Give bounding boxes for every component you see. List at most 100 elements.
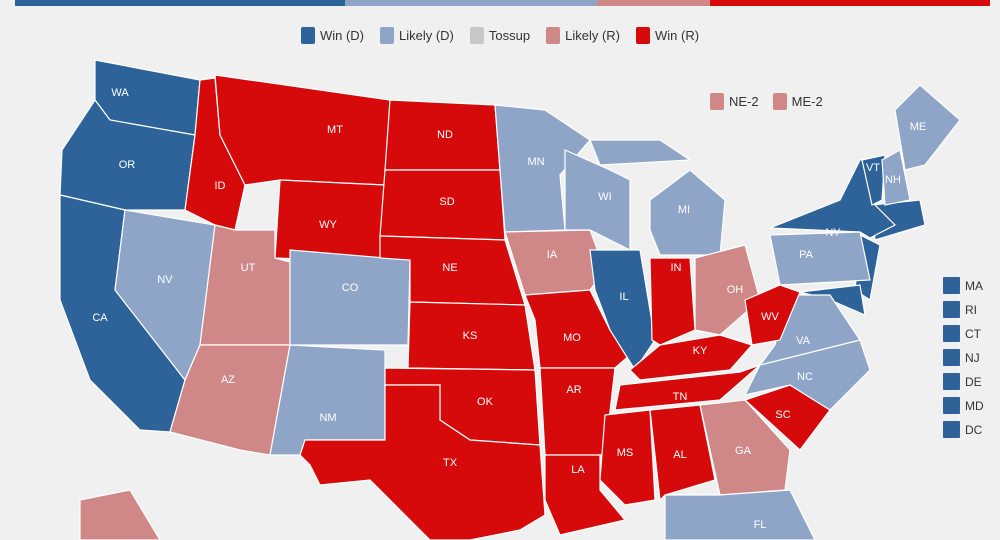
small-state-item: RI xyxy=(943,301,984,318)
legend-label: Likely (R) xyxy=(565,28,620,43)
state-label: OK xyxy=(477,396,494,408)
state-label: ND xyxy=(437,129,453,141)
state-label: MN xyxy=(527,156,544,168)
color-swatch xyxy=(943,421,960,438)
state-label: VA xyxy=(796,335,811,347)
state-label: UT xyxy=(241,262,256,274)
color-swatch xyxy=(772,93,787,110)
state-nm[interactable] xyxy=(269,344,386,456)
bar-segment-win_r xyxy=(710,0,990,6)
state-mo[interactable] xyxy=(524,289,631,369)
state-nh[interactable] xyxy=(881,149,911,206)
color-swatch xyxy=(943,373,960,390)
state-ia[interactable] xyxy=(504,229,606,296)
state-label: MT xyxy=(327,124,343,136)
state-tx[interactable] xyxy=(299,384,546,540)
state-label: AZ xyxy=(221,374,235,386)
state-vt[interactable] xyxy=(861,154,886,206)
state-label: OH xyxy=(727,284,744,296)
state-label: GA xyxy=(735,445,752,457)
state-label: AL xyxy=(673,449,686,461)
state-ny[interactable] xyxy=(769,157,897,239)
state-oh[interactable] xyxy=(694,244,761,336)
color-swatch xyxy=(943,325,960,342)
small-state-label: MA xyxy=(965,278,983,293)
color-swatch xyxy=(710,93,724,110)
state-label: CO xyxy=(342,282,359,294)
state-label: ME xyxy=(910,121,927,133)
small-states-legend: MA RI CT NJ DE MD DC xyxy=(943,277,984,438)
small-state-label: DC xyxy=(965,422,983,437)
state-label: NV xyxy=(157,274,173,286)
state-me[interactable] xyxy=(894,84,961,171)
state-tn[interactable] xyxy=(614,364,761,411)
state-label: VT xyxy=(866,162,880,174)
alaska-partial[interactable] xyxy=(79,489,161,540)
state-label: MO xyxy=(563,332,581,344)
bar-segment-likely_d xyxy=(344,0,598,6)
small-state-item: CT xyxy=(943,325,984,342)
state-label: KY xyxy=(693,345,708,357)
state-mt[interactable] xyxy=(214,74,391,186)
legend-item: Likely (R) xyxy=(546,27,620,44)
state-label: NC xyxy=(797,371,813,383)
state-label: MI xyxy=(678,204,690,216)
state-al[interactable] xyxy=(649,404,716,502)
small-state-label: NJ xyxy=(965,350,980,365)
color-swatch xyxy=(636,27,650,44)
color-swatch xyxy=(943,349,960,366)
state-label: NM xyxy=(319,412,336,424)
state-pa[interactable] xyxy=(769,231,871,286)
district-item: ME-2 xyxy=(772,93,823,110)
district-legend: NE-2 ME-2 xyxy=(710,93,823,110)
color-swatch xyxy=(379,27,394,44)
state-mn[interactable] xyxy=(494,104,591,233)
legend-label: Likely (D) xyxy=(398,28,454,43)
state-ms[interactable] xyxy=(599,409,656,506)
legend-item: Likely (D) xyxy=(379,27,454,44)
state-in[interactable] xyxy=(649,257,696,346)
small-state-label: MD xyxy=(965,398,984,413)
state-label: LA xyxy=(571,464,585,476)
state-co[interactable] xyxy=(289,249,411,346)
small-state-item: NJ xyxy=(943,349,984,366)
state-label: WA xyxy=(111,87,129,99)
color-swatch xyxy=(300,27,315,44)
bar-segment-likely_r xyxy=(597,0,711,6)
bar-segment-win_d xyxy=(15,0,345,6)
color-swatch xyxy=(943,301,960,318)
state-label: AR xyxy=(566,384,581,396)
legend-label: Tossup xyxy=(488,28,531,43)
color-swatch xyxy=(943,397,960,414)
color-swatch xyxy=(469,27,484,44)
small-state-item: DE xyxy=(943,373,984,390)
state-label: IN xyxy=(671,262,682,274)
legend-item: Tossup xyxy=(469,27,531,44)
rating-legend: Win (D) Likely (D) Tossup Likely (R) Win (R) xyxy=(0,27,1000,44)
state-fl[interactable] xyxy=(664,489,816,540)
state-label: TN xyxy=(673,391,688,403)
state-wv[interactable] xyxy=(744,284,801,346)
state-label: NY xyxy=(825,227,841,239)
legend-label: Win (D) xyxy=(319,28,364,43)
district-item: NE-2 xyxy=(710,93,759,110)
state-la[interactable] xyxy=(544,454,627,536)
state-label: SD xyxy=(439,196,454,208)
state-label: NH xyxy=(885,174,901,186)
small-state-item: MA xyxy=(943,277,984,294)
state-label: FL xyxy=(754,519,767,531)
state-label: CA xyxy=(92,312,108,324)
state-label: WI xyxy=(598,191,611,203)
state-ga[interactable] xyxy=(699,399,791,496)
michigan-upper-peninsula[interactable] xyxy=(589,139,692,166)
legend-item: Win (D) xyxy=(300,27,364,44)
seat-share-bar xyxy=(15,0,990,6)
state-label: SC xyxy=(775,409,790,421)
state-label: TX xyxy=(443,457,458,469)
state-label: WV xyxy=(761,311,779,323)
district-label: NE-2 xyxy=(729,94,759,109)
legend-label: Win (R) xyxy=(655,28,700,43)
legend-item: Win (R) xyxy=(636,27,699,44)
state-label: PA xyxy=(799,249,814,261)
